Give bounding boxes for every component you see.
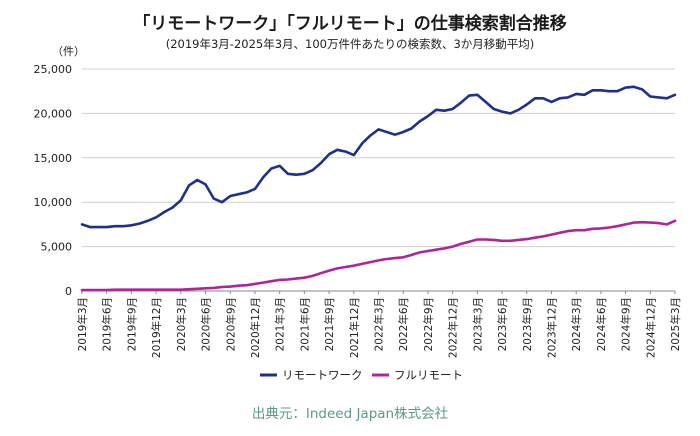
- x-tick-label: 2022年6月: [397, 297, 410, 351]
- x-tick-label: 2020年9月: [224, 297, 237, 351]
- y-axis-unit: （件）: [52, 45, 85, 58]
- source-credit: 出典元：Indeed Japan株式会社: [251, 406, 449, 422]
- x-tick-label: 2023年3月: [471, 297, 484, 351]
- x-tick-label: 2025年3月: [669, 297, 682, 351]
- x-tick-label: 2021年12月: [348, 297, 361, 358]
- y-tick-label: 10,000: [34, 196, 73, 209]
- legend-remote-work-label: リモートワーク: [282, 368, 363, 382]
- x-tick-label: 2022年12月: [447, 297, 460, 358]
- x-tick-label: 2022年3月: [373, 297, 386, 351]
- x-tick-label: 2021年9月: [323, 297, 336, 351]
- y-tick-label: 15,000: [34, 152, 73, 165]
- x-tick-label: 2024年3月: [570, 297, 583, 351]
- x-tick-label: 2024年9月: [620, 297, 633, 351]
- y-tick-label: 20,000: [34, 107, 73, 120]
- x-tick-label: 2023年12月: [545, 297, 558, 358]
- x-tick-label: 2019年12月: [150, 297, 163, 358]
- x-tick-label: 2020年12月: [249, 297, 262, 358]
- x-tick-label: 2019年3月: [76, 297, 89, 351]
- x-tick-label: 2022年9月: [422, 297, 435, 351]
- line-chart: 0 5,000 10,000 15,000 20,000 25,000 2019年3月 201…: [34, 63, 683, 382]
- x-tick-label: 2020年6月: [200, 297, 213, 351]
- x-tick-label: 2024年12月: [644, 297, 657, 358]
- y-tick-label: 5,000: [41, 241, 73, 254]
- x-tick-label: 2019年9月: [125, 297, 138, 351]
- x-tick-label: 2020年3月: [175, 297, 188, 351]
- x-tick-label: 2023年6月: [496, 297, 509, 351]
- x-tick-label: 2024年6月: [595, 297, 608, 351]
- chart-subtitle: (2019年3月-2025年3月、100万件件あたりの検索数、3か月移動平均): [165, 37, 535, 51]
- legend-full-remote-label: フルリモート: [394, 368, 463, 382]
- x-tick-label: 2021年6月: [298, 297, 311, 351]
- x-tick-label: 2023年9月: [521, 297, 534, 351]
- series-line-remote-work: [80, 85, 677, 229]
- y-tick-label: 25,000: [34, 63, 73, 76]
- y-tick-label: 0: [65, 285, 72, 298]
- x-tick-label: 2019年6月: [101, 297, 114, 351]
- x-tick-label: 2021年3月: [274, 297, 287, 351]
- series-line-full-remote: [80, 219, 677, 292]
- chart-title: 「リモートワーク」「フルリモート」の仕事検索割合推移: [133, 14, 567, 34]
